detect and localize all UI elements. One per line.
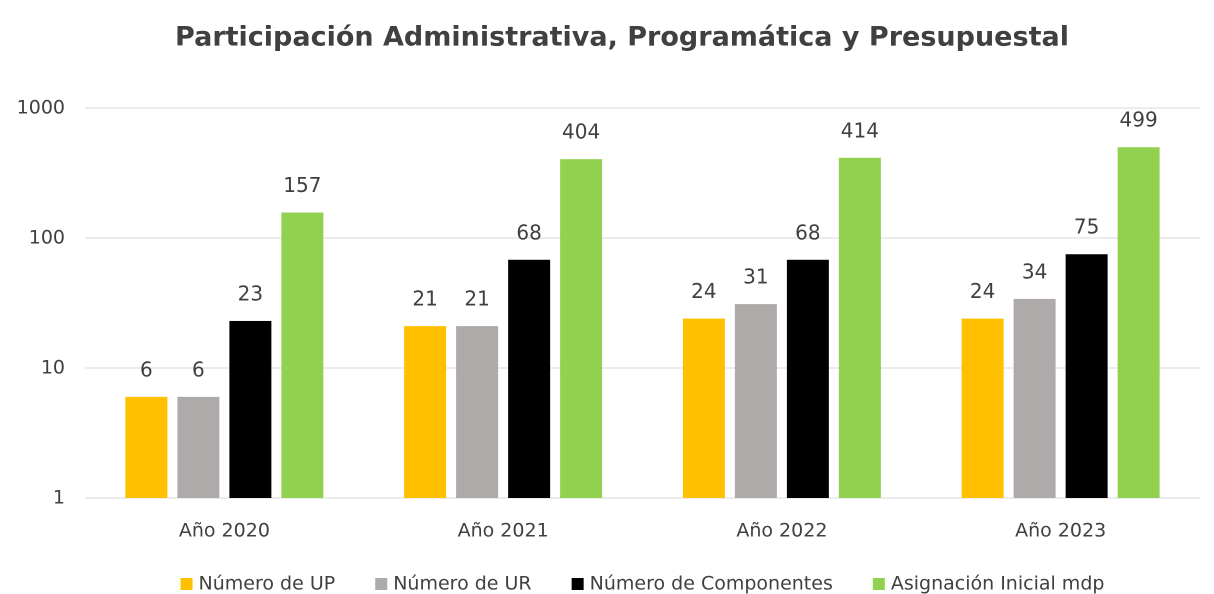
bar xyxy=(229,320,272,498)
data-label: 499 xyxy=(1120,108,1158,132)
legend-marker xyxy=(180,578,193,590)
legend-marker xyxy=(571,578,584,590)
chart-title: Participación Administrativa, Programáti… xyxy=(175,22,1069,53)
data-label: 68 xyxy=(516,220,541,244)
data-label: 21 xyxy=(412,287,437,311)
data-label: 6 xyxy=(140,357,153,381)
data-label: 157 xyxy=(283,173,321,197)
bar xyxy=(682,318,725,498)
data-label: 414 xyxy=(841,118,879,142)
bar xyxy=(125,396,168,498)
bar xyxy=(1117,147,1160,498)
data-label: 6 xyxy=(192,357,205,381)
data-label: 404 xyxy=(562,120,600,144)
y-tick-label: 1 xyxy=(53,487,65,509)
data-label: 24 xyxy=(691,279,716,303)
y-tick-label: 1000 xyxy=(17,97,65,119)
bar xyxy=(560,159,603,499)
x-tick-label: Año 2021 xyxy=(458,520,549,542)
data-label: 21 xyxy=(464,287,489,311)
bar xyxy=(1065,254,1108,498)
data-label: 31 xyxy=(743,265,768,289)
y-tick-label: 100 xyxy=(29,227,65,249)
bar xyxy=(786,259,829,498)
x-tick-label: Año 2023 xyxy=(1015,520,1106,542)
x-tick-label: Año 2022 xyxy=(736,520,827,542)
legend-label: Asignación Inicial mdp xyxy=(891,573,1105,594)
data-label: 75 xyxy=(1074,215,1099,239)
bar xyxy=(734,304,777,498)
bar xyxy=(838,157,881,498)
data-label: 68 xyxy=(795,220,820,244)
legend-marker xyxy=(872,578,885,590)
x-tick-label: Año 2020 xyxy=(179,520,270,542)
bar xyxy=(961,318,1004,498)
y-tick-label: 10 xyxy=(41,357,65,379)
bar xyxy=(508,259,551,498)
legend-label: Número de UP xyxy=(199,573,336,594)
legend-label: Número de Componentes xyxy=(590,573,833,594)
bar xyxy=(404,326,447,498)
legend-label: Número de UR xyxy=(393,573,531,594)
bar xyxy=(456,326,499,498)
data-label: 23 xyxy=(238,281,263,305)
bar xyxy=(1013,298,1056,498)
legend-marker xyxy=(375,578,388,590)
bar xyxy=(281,212,324,498)
data-label: 34 xyxy=(1022,259,1047,283)
bar xyxy=(177,396,220,498)
data-label: 24 xyxy=(970,279,995,303)
